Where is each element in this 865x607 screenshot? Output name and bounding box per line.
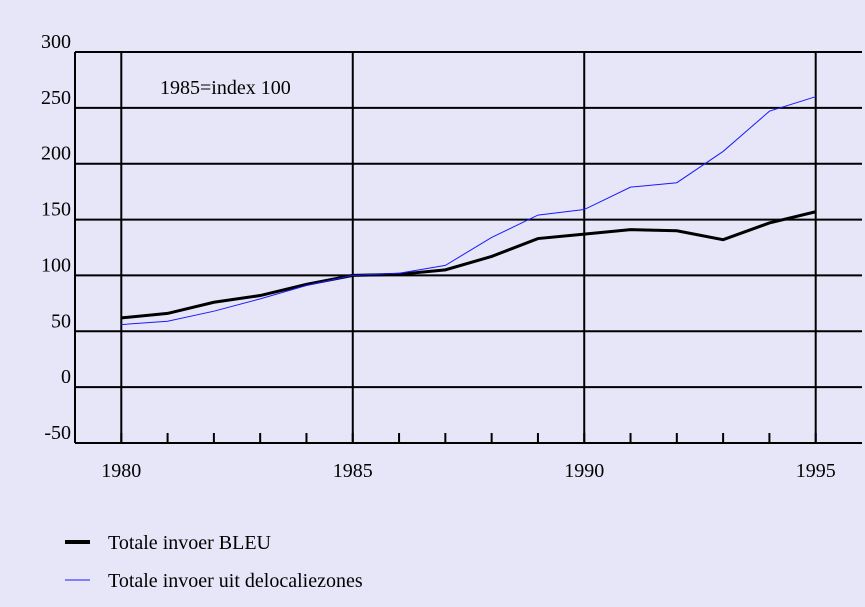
y-tick-label: 300	[41, 31, 71, 53]
x-tick-label: 1985	[333, 460, 373, 482]
x-tick-label: 1995	[796, 460, 836, 482]
x-tick-label: 1980	[101, 460, 141, 482]
y-tick-label: 200	[41, 143, 71, 165]
y-tick-label: 150	[41, 199, 71, 221]
legend-label: Totale invoer uit delocaliezones	[108, 570, 363, 592]
y-tick-label: 100	[41, 254, 71, 276]
legend-label: Totale invoer BLEU	[108, 532, 272, 554]
series-line	[121, 96, 816, 326]
y-tick-label: -50	[44, 422, 71, 444]
annotation: 1985=index 100	[160, 77, 291, 99]
series-line	[121, 210, 817, 320]
y-tick-label: 250	[41, 87, 71, 109]
x-tick-label: 1990	[564, 460, 604, 482]
y-tick-label: 0	[61, 366, 71, 388]
y-tick-label: 50	[51, 310, 71, 332]
